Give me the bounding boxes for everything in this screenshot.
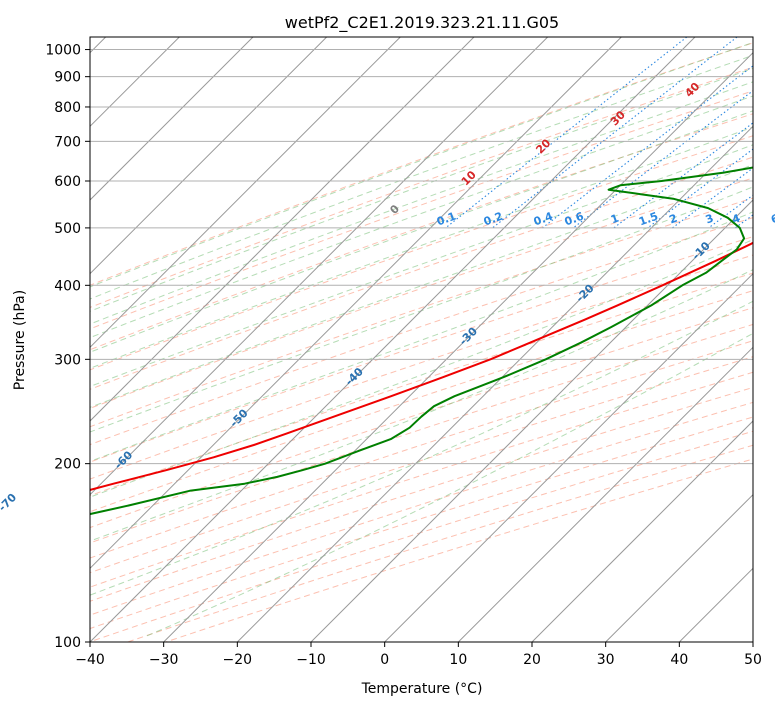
y-axis-label: Pressure (hPa) <box>12 290 28 390</box>
dry-adiabat <box>165 458 753 642</box>
moist-adiabat <box>90 81 753 325</box>
dry-adiabat <box>90 90 753 330</box>
isotherm <box>605 493 753 642</box>
y-axis: 100 200 300 400 500 600 700 800 900 1000 <box>45 43 90 651</box>
dry-adiabat <box>90 254 753 480</box>
x-axis-label: Temperature (°C) <box>361 681 483 697</box>
y-tick-label: 800 <box>54 100 81 116</box>
line-label: 4 <box>730 212 742 227</box>
line-label: 6 <box>769 212 775 227</box>
y-tick-label: 500 <box>54 221 81 237</box>
dry-adiabat <box>90 340 753 559</box>
mixing-ratio-line <box>672 167 753 229</box>
line-label: 1 <box>609 212 621 227</box>
temperature-profile <box>90 241 753 491</box>
moist-adiabat <box>90 54 753 300</box>
dry-adiabat <box>90 290 753 513</box>
moist-adiabat <box>90 239 753 498</box>
line-label: 1.5 <box>637 210 660 229</box>
moist-adiabat <box>90 126 753 369</box>
dry-adiabat <box>90 66 753 308</box>
line-label: 0.6 <box>563 210 586 229</box>
dry-adiabat <box>90 272 753 497</box>
y-tick-label: 300 <box>54 352 81 368</box>
line-label: 0.1 <box>435 210 458 229</box>
dewpoint-profile <box>90 166 753 516</box>
dry-adiabat <box>90 236 753 463</box>
line-label: 0.2 <box>482 210 505 229</box>
moist-adiabat <box>90 95 753 339</box>
moist-adiabat <box>90 269 753 542</box>
x-tick-label: 40 <box>670 652 688 668</box>
dry-adiabat <box>90 113 753 351</box>
dry-adiabat <box>90 356 753 574</box>
x-tick-label: −40 <box>75 652 105 668</box>
x-tick-label: 50 <box>744 652 762 668</box>
mixing-ratio-line <box>572 90 753 229</box>
x-tick-label: −20 <box>223 652 253 668</box>
dry-adiabat <box>90 323 753 544</box>
moist-adiabat <box>90 211 753 462</box>
x-tick-label: 0 <box>380 652 389 668</box>
isotherm <box>90 37 549 496</box>
isotherm <box>90 37 475 422</box>
isotherm <box>90 37 254 201</box>
dry-adiabat <box>90 307 753 529</box>
x-tick-label: 30 <box>597 652 615 668</box>
line-label: 0.4 <box>532 210 555 229</box>
moist-adiabat <box>90 164 753 408</box>
dry-adiabat <box>90 217 753 446</box>
isotherm <box>90 37 696 642</box>
line-label: 2 <box>667 212 679 227</box>
background-lines <box>90 37 753 642</box>
moist-adiabat <box>144 332 753 638</box>
chart-title: wetPf2_C2E1.2019.323.21.11.G05 <box>285 13 559 33</box>
y-tick-label: 400 <box>54 278 81 294</box>
mixing-ratio-line <box>542 65 753 229</box>
isotherm <box>384 272 753 642</box>
isotherm <box>457 346 753 642</box>
y-tick-label: 700 <box>54 134 81 150</box>
moist-adiabat <box>90 110 753 353</box>
x-tick-label: −30 <box>149 652 179 668</box>
y-tick-label: 1000 <box>45 43 81 59</box>
isotherm <box>310 199 753 642</box>
dry-adiabat <box>90 430 753 642</box>
isotherm <box>90 37 328 275</box>
moist-adiabat <box>90 300 753 596</box>
isotherm <box>163 51 753 642</box>
isotherm <box>90 37 401 349</box>
x-axis: −40 −30 −20 −10 0 10 20 30 40 50 <box>75 642 762 668</box>
moist-adiabat <box>90 186 753 433</box>
y-tick-label: 100 <box>54 635 81 651</box>
x-tick-label: 10 <box>449 652 467 668</box>
y-tick-label: 600 <box>54 174 81 190</box>
dry-adiabat <box>127 444 753 642</box>
x-tick-label: 20 <box>523 652 541 668</box>
plot-frame <box>89 36 754 643</box>
isotherm <box>531 420 753 642</box>
y-tick-label: 200 <box>54 457 81 473</box>
profile-lines <box>90 166 753 516</box>
line-label: 3 <box>704 212 716 227</box>
y-tick-label: 900 <box>54 70 81 86</box>
x-tick-label: −10 <box>296 652 326 668</box>
moist-adiabat <box>90 67 753 312</box>
isotherm <box>90 37 622 570</box>
